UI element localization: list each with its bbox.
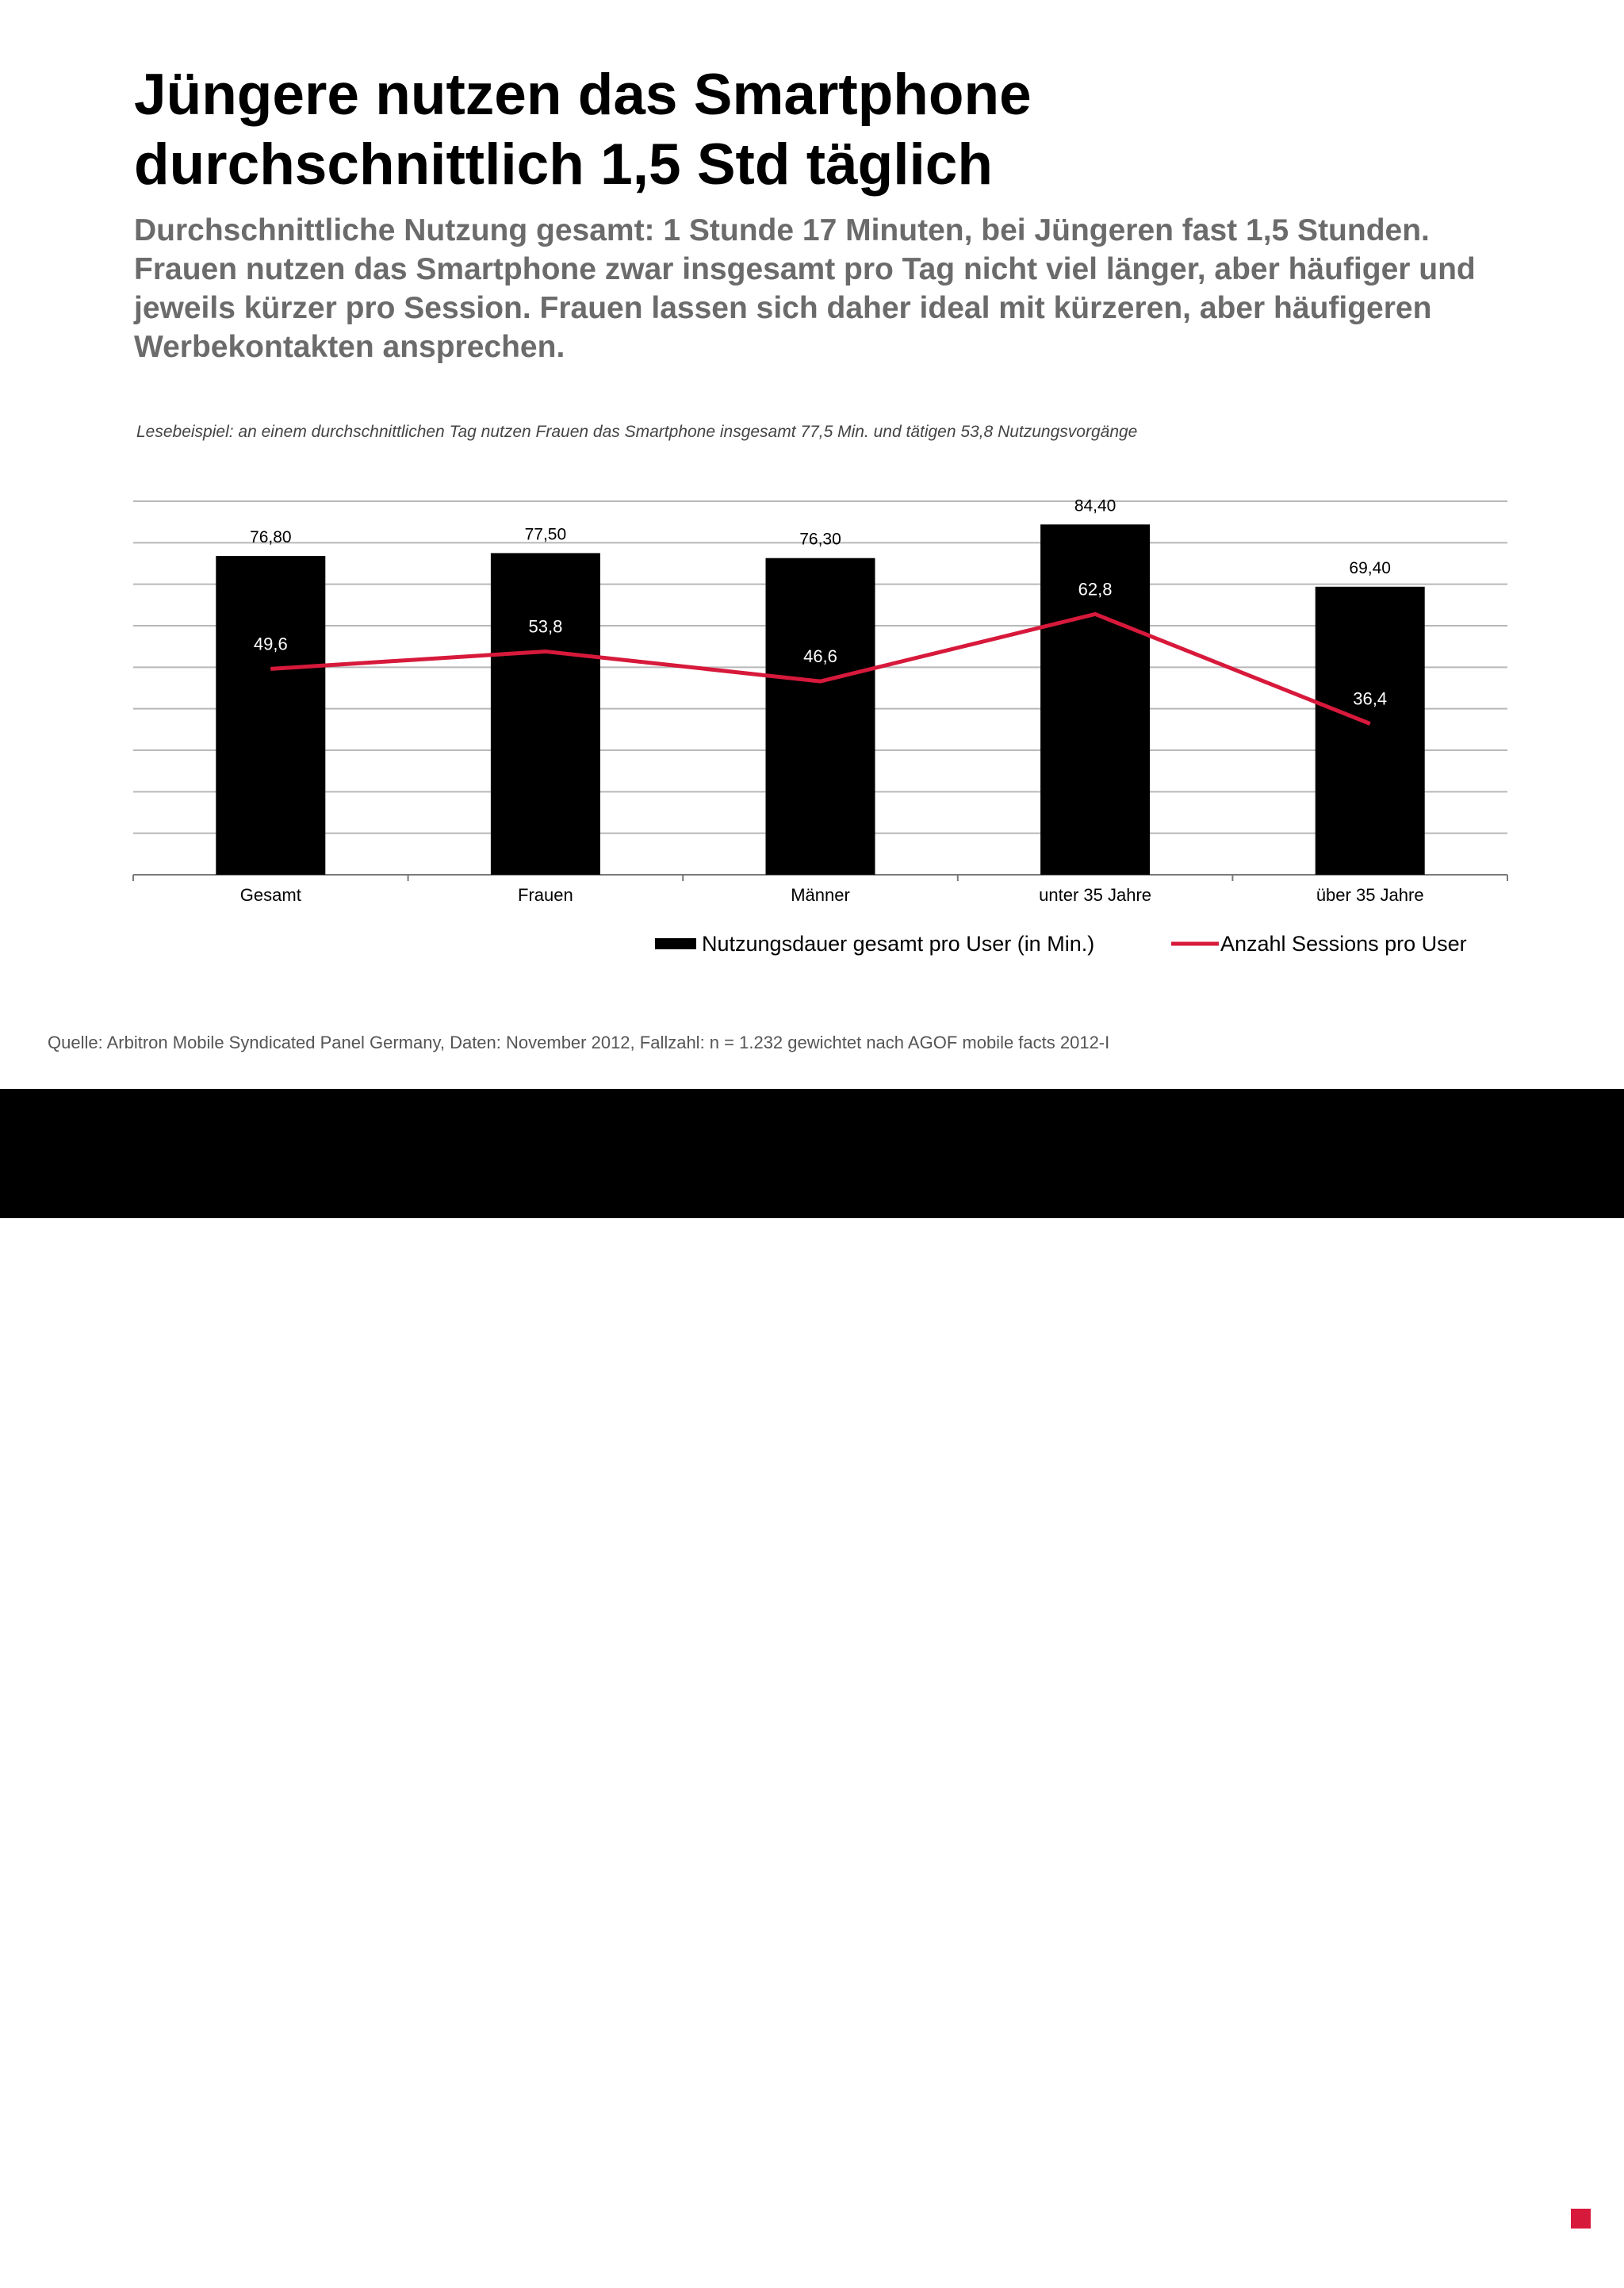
line-point	[820, 680, 821, 682]
line-point	[1094, 613, 1096, 615]
logo-line-2: media impact	[1303, 2235, 1563, 2281]
source-note: Quelle: Arbitron Mobile Syndicated Panel…	[48, 1033, 1110, 1052]
bar-value-label: 84,40	[1074, 496, 1116, 515]
combo-chart: 76,80 77,50 76,30 84,40 69,40 49,6 53,8 46,6 62,…	[132, 496, 1508, 956]
x-tick-label: unter 35 Jahre	[1039, 885, 1151, 905]
bar	[1315, 586, 1425, 875]
footer-bar: 8 Mobile Impact Academy I axel springer …	[0, 1089, 1624, 2281]
line-value-label: 46,6	[803, 646, 837, 666]
slide-title: Jüngere nutzen das Smartphone durchschni…	[134, 60, 1522, 200]
legend-bar-swatch	[655, 938, 696, 949]
bar	[765, 558, 875, 875]
title-line-1: Jüngere nutzen das Smartphone	[134, 63, 1032, 127]
page-number: 8	[134, 2255, 147, 2281]
brand-logo: axel springer media impact	[1269, 2193, 1602, 2288]
slide-subtitle: Durchschnittliche Nutzung gesamt: 1 Stun…	[134, 211, 1609, 366]
line-point	[545, 650, 546, 652]
bar-value-label: 69,40	[1349, 559, 1391, 577]
footer-text: Mobile Impact Academy I	[481, 2250, 756, 2278]
subtitle-line-3: jeweils kürzer pro Session. Frauen lasse…	[134, 291, 1432, 325]
logo-square-icon	[1571, 2209, 1591, 2229]
reading-example-note: Lesebeispiel: an einem durchschnittliche…	[136, 423, 1138, 441]
line-value-label: 49,6	[254, 634, 288, 653]
logo-line-1: axel springer	[1349, 2194, 1563, 2236]
x-tick-label: Frauen	[518, 885, 573, 905]
subtitle-line-4: Werbekontakten ansprechen.	[134, 330, 565, 364]
x-tick-label: Gesamt	[240, 885, 301, 905]
bar-value-label: 76,30	[799, 531, 841, 549]
subtitle-line-1: Durchschnittliche Nutzung gesamt: 1 Stun…	[134, 213, 1430, 247]
legend-line-label: Anzahl Sessions pro User	[1220, 932, 1467, 956]
line-value-label: 53,8	[528, 616, 562, 636]
line-value-label: 36,4	[1353, 689, 1387, 709]
x-tick-label: Männer	[791, 885, 850, 905]
bar-value-label: 76,80	[250, 528, 292, 546]
bar-value-label: 77,50	[525, 525, 567, 543]
title-line-2: durchschnittlich 1,5 Std täglich	[134, 132, 993, 197]
bar	[1040, 524, 1151, 875]
bar	[490, 553, 600, 875]
legend-bar-label: Nutzungsdauer gesamt pro User (in Min.)	[702, 932, 1094, 956]
subtitle-line-2: Frauen nutzen das Smartphone zwar insges…	[134, 252, 1476, 286]
line-value-label: 62,8	[1078, 579, 1113, 599]
bar	[216, 556, 326, 875]
x-tick-label: über 35 Jahre	[1316, 885, 1424, 905]
line-point	[1369, 723, 1371, 725]
